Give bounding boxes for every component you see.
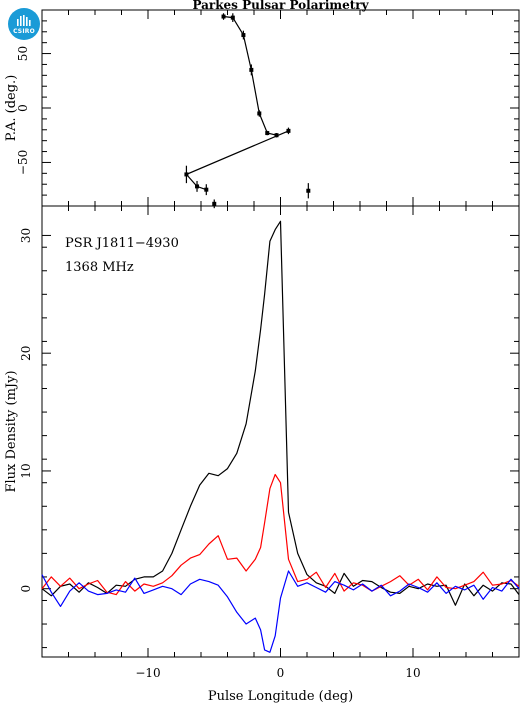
- pa-point: [230, 15, 235, 20]
- pa-y-tick-label: −50: [16, 150, 30, 175]
- pa-point: [212, 201, 217, 206]
- flux-series-linear: [41, 473, 520, 596]
- pa-y-tick-label: 0: [16, 104, 30, 112]
- chart-title: Parkes Pulsar Polarimetry: [192, 0, 369, 12]
- pa-connecting-line: [185, 130, 289, 191]
- flux-series-circular: [41, 570, 520, 653]
- pa-point: [184, 172, 189, 177]
- flux-y-axis-label: Flux Density (mJy): [4, 370, 19, 492]
- flux-y-tick-label: 20: [19, 346, 33, 361]
- x-tick-label: −10: [135, 666, 160, 680]
- flux-series-total-intensity: [41, 220, 520, 606]
- pa-panel-frame: [41, 9, 520, 207]
- csiro-logo: CSIRO: [8, 8, 40, 40]
- flux-y-tick-label: 10: [19, 463, 33, 478]
- pulsar-name-annotation: PSR J1811−4930: [65, 236, 179, 251]
- flux-y-tick-label: 30: [19, 228, 33, 243]
- pa-connecting-line: [223, 15, 277, 136]
- frequency-annotation: 1368 MHz: [65, 260, 134, 275]
- pa-point: [221, 14, 226, 19]
- pa-point: [241, 33, 246, 38]
- flux-y-tick-label: 0: [19, 585, 33, 593]
- pa-point: [286, 128, 291, 133]
- pa-point: [257, 111, 262, 116]
- pa-point: [249, 67, 254, 72]
- x-tick-label: 10: [405, 666, 420, 680]
- csiro-logo-text: CSIRO: [13, 28, 35, 35]
- pa-point: [195, 184, 200, 189]
- pa-y-axis-label: P.A. (deg.): [4, 75, 19, 142]
- pa-point: [306, 188, 311, 193]
- pa-point: [204, 187, 209, 192]
- pa-point: [274, 133, 279, 138]
- x-tick-label: 0: [277, 666, 285, 680]
- csiro-signal-icon: [17, 15, 31, 26]
- pa-y-tick-label: 50: [16, 46, 30, 61]
- pa-point: [265, 131, 270, 136]
- x-axis-label: Pulse Longitude (deg): [208, 689, 353, 704]
